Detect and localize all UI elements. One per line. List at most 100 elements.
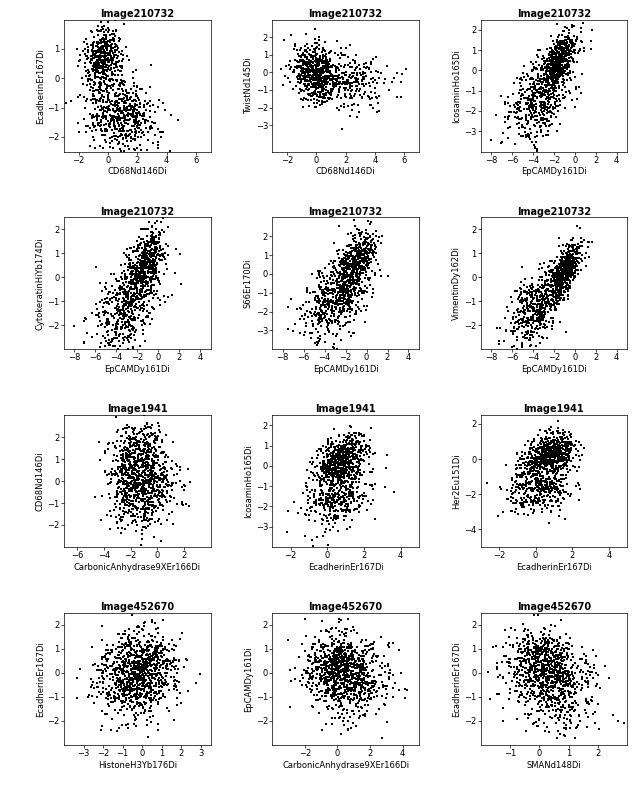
Point	[296, 65, 306, 77]
Point	[349, 661, 360, 674]
Point	[154, 678, 164, 690]
Point	[556, 51, 566, 64]
Point	[131, 87, 141, 100]
Point	[120, 467, 131, 480]
Point	[125, 485, 136, 497]
Point	[561, 441, 571, 454]
Point	[534, 120, 545, 132]
Point	[118, 677, 129, 690]
Point	[540, 101, 550, 113]
Point	[527, 88, 537, 101]
Point	[115, 60, 125, 72]
Point	[529, 663, 540, 675]
Point	[102, 81, 112, 94]
Point	[532, 697, 543, 710]
Point	[539, 448, 549, 461]
Point	[152, 696, 163, 708]
Point	[551, 281, 561, 293]
Point	[564, 677, 575, 690]
Point	[540, 276, 550, 288]
Point	[151, 470, 161, 483]
Point	[556, 67, 566, 80]
Point	[355, 458, 365, 470]
Point	[155, 654, 165, 667]
Point	[316, 303, 326, 315]
Point	[556, 675, 566, 687]
Point	[147, 460, 157, 473]
Point	[500, 98, 511, 110]
Point	[339, 297, 349, 310]
Point	[296, 42, 306, 54]
Point	[347, 649, 357, 661]
Point	[547, 495, 557, 507]
Point	[333, 475, 344, 488]
Point	[310, 285, 320, 298]
Point	[335, 59, 346, 72]
Point	[182, 653, 193, 666]
Point	[572, 30, 582, 43]
Point	[333, 655, 343, 667]
Point	[154, 226, 164, 239]
Point	[351, 258, 362, 270]
Point	[137, 260, 147, 273]
Point	[112, 122, 122, 135]
Point	[551, 260, 561, 273]
Point	[161, 660, 172, 672]
Point	[143, 470, 154, 483]
Point	[129, 267, 139, 280]
Point	[107, 57, 117, 69]
Point	[143, 514, 154, 526]
Point	[524, 646, 534, 659]
Point	[368, 102, 378, 115]
Point	[110, 677, 120, 690]
Point	[520, 86, 530, 98]
Point	[141, 663, 152, 675]
Point	[360, 251, 370, 264]
Point	[519, 71, 529, 84]
Point	[177, 481, 187, 494]
Point	[355, 709, 365, 722]
Point	[365, 693, 375, 705]
Point	[324, 444, 334, 457]
Point	[326, 656, 336, 668]
Point	[119, 688, 129, 701]
Point	[154, 254, 164, 266]
Point	[577, 448, 588, 461]
Point	[339, 270, 349, 283]
Point	[342, 297, 353, 310]
Point	[330, 649, 340, 662]
Point	[546, 448, 556, 461]
Point	[557, 452, 567, 464]
Point	[115, 122, 125, 135]
Point	[323, 64, 333, 76]
Point	[587, 694, 597, 707]
Point	[331, 301, 341, 314]
Point	[331, 689, 341, 701]
Point	[555, 452, 565, 465]
Point	[340, 675, 350, 688]
Point	[315, 479, 325, 492]
Point	[539, 667, 549, 679]
Point	[541, 54, 551, 67]
Point	[545, 458, 555, 470]
Point	[526, 476, 536, 489]
Point	[108, 663, 118, 676]
Point	[527, 293, 538, 306]
Point	[568, 240, 578, 253]
Point	[536, 87, 546, 100]
Point	[551, 57, 561, 69]
Point	[337, 462, 348, 474]
Point	[131, 620, 141, 633]
Point	[553, 454, 563, 466]
Point	[131, 291, 141, 303]
Point	[322, 651, 332, 663]
Point	[138, 489, 148, 502]
Point	[509, 476, 520, 489]
Point	[140, 499, 150, 511]
Point	[117, 687, 127, 700]
Point	[321, 690, 331, 703]
Point	[126, 282, 136, 295]
Point	[343, 269, 353, 281]
Point	[119, 298, 129, 310]
Point	[132, 690, 142, 703]
